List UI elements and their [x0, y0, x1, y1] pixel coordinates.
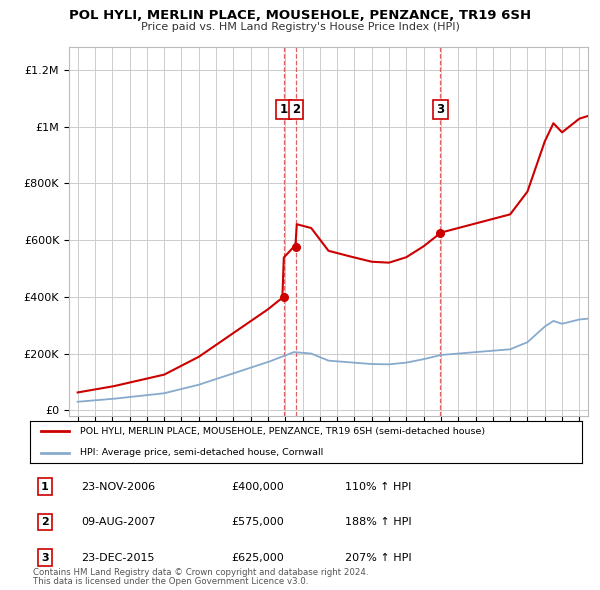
Text: Price paid vs. HM Land Registry's House Price Index (HPI): Price paid vs. HM Land Registry's House …	[140, 22, 460, 32]
Text: Contains HM Land Registry data © Crown copyright and database right 2024.: Contains HM Land Registry data © Crown c…	[33, 568, 368, 577]
Text: 188% ↑ HPI: 188% ↑ HPI	[345, 517, 412, 527]
Text: £400,000: £400,000	[231, 482, 284, 491]
Text: This data is licensed under the Open Government Licence v3.0.: This data is licensed under the Open Gov…	[33, 577, 308, 586]
Text: 3: 3	[436, 103, 445, 116]
Text: 1: 1	[280, 103, 287, 116]
Text: 23-DEC-2015: 23-DEC-2015	[81, 553, 155, 562]
Text: 3: 3	[41, 553, 49, 562]
Text: 2: 2	[292, 103, 300, 116]
Text: HPI: Average price, semi-detached house, Cornwall: HPI: Average price, semi-detached house,…	[80, 448, 323, 457]
Text: £575,000: £575,000	[231, 517, 284, 527]
Text: POL HYLI, MERLIN PLACE, MOUSEHOLE, PENZANCE, TR19 6SH (semi-detached house): POL HYLI, MERLIN PLACE, MOUSEHOLE, PENZA…	[80, 427, 485, 436]
Text: £625,000: £625,000	[231, 553, 284, 562]
Text: 207% ↑ HPI: 207% ↑ HPI	[345, 553, 412, 562]
Text: POL HYLI, MERLIN PLACE, MOUSEHOLE, PENZANCE, TR19 6SH: POL HYLI, MERLIN PLACE, MOUSEHOLE, PENZA…	[69, 9, 531, 22]
Text: 23-NOV-2006: 23-NOV-2006	[81, 482, 155, 491]
Text: 1: 1	[41, 482, 49, 491]
Text: 09-AUG-2007: 09-AUG-2007	[81, 517, 155, 527]
Text: 110% ↑ HPI: 110% ↑ HPI	[345, 482, 412, 491]
Text: 2: 2	[41, 517, 49, 527]
